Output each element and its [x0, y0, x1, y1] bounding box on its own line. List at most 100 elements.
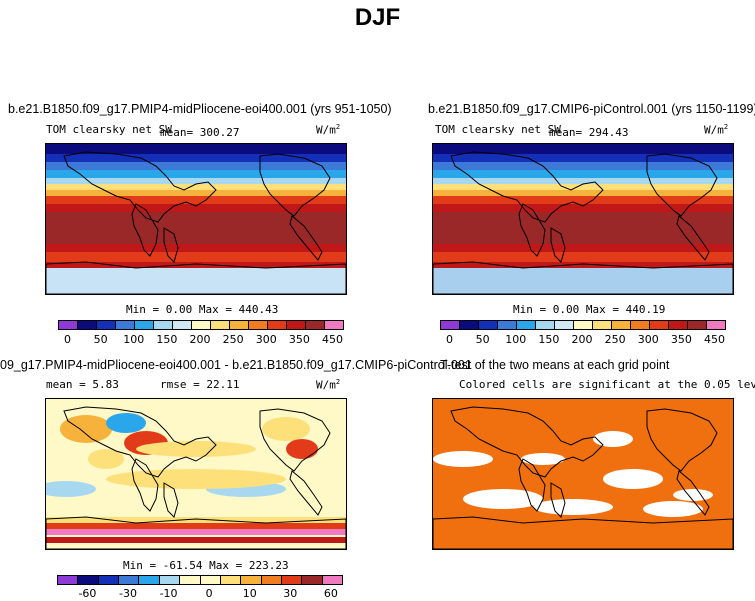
- colorbar-swatch: [135, 321, 154, 329]
- colorbar-swatch: [517, 321, 536, 329]
- colorbar-tick-label: 450: [704, 333, 726, 346]
- colorbar-tick-label: 50: [93, 333, 108, 346]
- colorbar-swatch: [116, 321, 135, 329]
- field-band: [433, 212, 733, 244]
- panel3-colorbar: [57, 575, 343, 585]
- field-band: [46, 244, 346, 252]
- coastline: [63, 406, 217, 478]
- colorbar-tick-label: 200: [189, 333, 211, 346]
- colorbar-swatch: [249, 321, 268, 329]
- panel3-mean: mean = 5.83: [46, 378, 119, 391]
- coastline: [433, 516, 733, 549]
- field-band: [46, 268, 346, 294]
- not-significant-area: [533, 499, 613, 515]
- field-band: [433, 190, 733, 196]
- anomaly-patch: [46, 481, 96, 497]
- field-band: [46, 252, 346, 262]
- field-band: [433, 196, 733, 204]
- colorbar-swatch: [631, 321, 650, 329]
- colorbar-swatch: [460, 321, 479, 329]
- field-band: [46, 262, 346, 268]
- coastline: [550, 482, 566, 518]
- colorbar-swatch: [306, 321, 325, 329]
- colorbar-tick-label: 0: [63, 333, 71, 346]
- colorbar-swatch: [498, 321, 517, 329]
- colorbar-swatch: [78, 576, 99, 584]
- coastline: [433, 261, 733, 294]
- colorbar-tick-label: 300: [255, 333, 277, 346]
- panel3-rmse: rmse = 22.11: [160, 378, 240, 391]
- coastline: [131, 458, 159, 512]
- colorbar-swatch: [287, 321, 306, 329]
- panel1-variable: TOM clearsky net SW: [46, 123, 172, 136]
- anomaly-patch: [60, 415, 112, 443]
- coastline: [518, 203, 546, 257]
- panel3-map: [45, 398, 347, 550]
- colorbar-swatch: [78, 321, 97, 329]
- field-band: [46, 204, 346, 212]
- panel2-case-title: b.e21.B1850.f09_g17.CMIP6-piControl.001 …: [428, 102, 755, 116]
- not-significant-area: [603, 469, 663, 489]
- not-significant-area: [463, 489, 543, 509]
- coastline: [550, 227, 566, 263]
- colorbar-swatch: [441, 321, 460, 329]
- field-band: [433, 154, 733, 162]
- coastline: [259, 408, 331, 472]
- colorbar-swatch: [230, 321, 249, 329]
- field-band: [433, 204, 733, 212]
- colorbar-tick-label: 350: [288, 333, 310, 346]
- coastline: [289, 470, 323, 516]
- coastline: [518, 458, 546, 512]
- anomaly-band: [46, 517, 346, 523]
- anomaly-patch: [262, 417, 310, 441]
- colorbar-swatch: [98, 576, 120, 584]
- field-band: [433, 178, 733, 184]
- panel1-units: W/m2: [316, 123, 341, 137]
- coastline: [63, 151, 217, 223]
- colorbar-swatch: [173, 321, 192, 329]
- coastline: [289, 215, 323, 261]
- colorbar-swatch: [325, 321, 343, 329]
- coastline: [46, 261, 346, 294]
- colorbar-swatch: [612, 321, 631, 329]
- anomaly-patch: [106, 413, 146, 433]
- panel2-units: W/m2: [704, 123, 729, 137]
- panel3-case-title: 09_g17.PMIP4-midPliocene-eoi400.001 - b.…: [0, 358, 472, 372]
- colorbar-tick-label: 200: [571, 333, 593, 346]
- coastline: [676, 215, 710, 261]
- colorbar-tick-label: 150: [156, 333, 178, 346]
- colorbar-tick-label: 250: [604, 333, 626, 346]
- not-significant-area: [433, 451, 493, 467]
- colorbar-swatch: [200, 576, 221, 584]
- panel2-map: [432, 143, 734, 295]
- colorbar-swatch: [59, 321, 78, 329]
- panel3-colorbar-ticks: -60 -30 -10 0 10 30 60: [0, 587, 755, 601]
- field-band: [433, 184, 733, 190]
- panel1-minmax: Min = 0.00 Max = 440.43: [126, 303, 279, 316]
- field-band: [46, 196, 346, 204]
- anomaly-patch: [88, 449, 124, 469]
- panel2-colorbar-ticks: 0 50 100 150 200 250 300 350 450: [0, 333, 755, 347]
- field-band: [46, 170, 346, 178]
- colorbar-tick-label: 10: [242, 587, 257, 600]
- panel1-colorbar-ticks: 0 50 100 150 200 250 300 350 450: [0, 333, 755, 347]
- anomaly-band: [46, 537, 346, 543]
- colorbar-tick-label: 150: [538, 333, 560, 346]
- colorbar-swatch: [650, 321, 669, 329]
- colorbar-tick-label: 450: [322, 333, 344, 346]
- panel1-colorbar: [58, 320, 344, 330]
- colorbar-swatch: [555, 321, 574, 329]
- not-significant-area: [593, 431, 633, 447]
- colorbar-tick-label: 350: [670, 333, 692, 346]
- field-band: [433, 162, 733, 170]
- colorbar-swatch: [211, 321, 230, 329]
- colorbar-swatch: [139, 576, 160, 584]
- field-band: [433, 268, 733, 294]
- panel2-minmax: Min = 0.00 Max = 440.19: [513, 303, 666, 316]
- coastline: [46, 516, 346, 549]
- colorbar-tick-label: 300: [637, 333, 659, 346]
- colorbar-swatch: [302, 576, 323, 584]
- field-band: [433, 252, 733, 262]
- colorbar-swatch: [707, 321, 725, 329]
- panel2-mean: mean= 294.43: [549, 126, 629, 139]
